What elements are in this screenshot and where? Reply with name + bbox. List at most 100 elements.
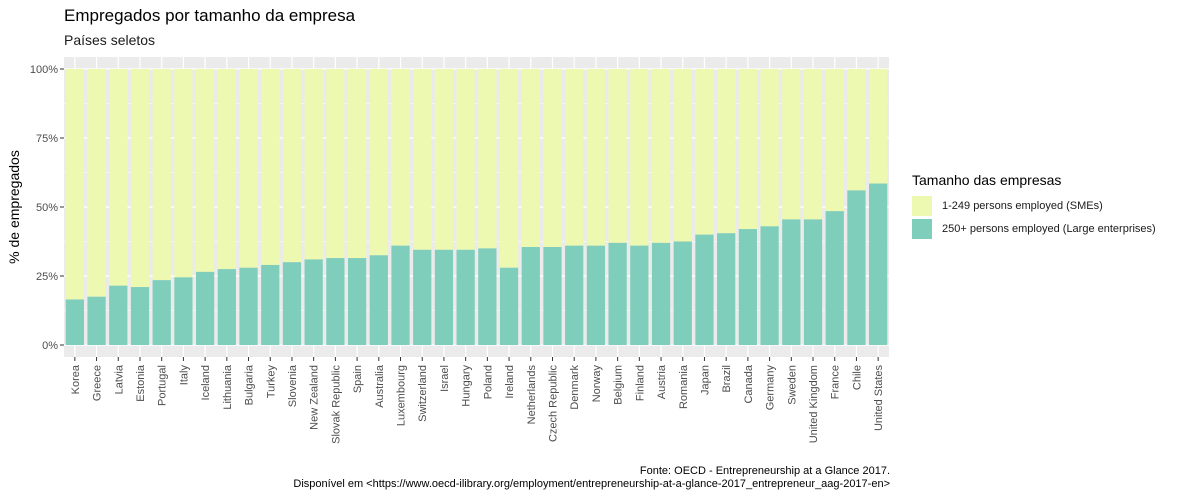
x-tick-label: Bulgaria: [244, 364, 256, 405]
y-tick-label: 75%: [36, 133, 58, 145]
bar-large: [217, 269, 236, 345]
bar-sme: [109, 69, 128, 286]
bar-large: [673, 241, 692, 345]
bar-large: [282, 262, 302, 345]
bar-large: [586, 245, 606, 345]
x-tick-label: Brazil: [721, 365, 733, 393]
chart-title: Empregados por tamanho da empresa: [64, 6, 356, 25]
bar-large: [261, 264, 280, 345]
x-tick-label: Germany: [765, 365, 777, 411]
bar-large: [608, 242, 627, 345]
bar-large: [239, 267, 258, 345]
x-tick-label: Israel: [439, 365, 451, 392]
bar-sme: [130, 69, 150, 288]
caption-line-2: Disponível em <https://www.oecd-ilibrary…: [293, 478, 890, 490]
bar-sme: [217, 69, 236, 270]
bar-large: [347, 258, 367, 345]
x-tick-label: Denmark: [569, 365, 581, 410]
bar-large: [413, 249, 432, 345]
x-tick-label: Italy: [178, 365, 190, 386]
x-tick-label: Romania: [678, 364, 690, 409]
bar-sme: [456, 69, 475, 250]
bar-sme: [782, 69, 801, 220]
bar-large: [304, 259, 323, 345]
x-tick-label: United States: [873, 365, 885, 432]
bar-sme: [586, 69, 606, 246]
x-tick-label: New Zealand: [309, 365, 321, 430]
bar-large: [738, 229, 757, 345]
bar-large: [847, 190, 866, 345]
bars: [65, 69, 888, 345]
x-tick-label: Poland: [482, 365, 494, 399]
x-tick-label: Spain: [352, 365, 364, 393]
x-tick-label: Czech Republic: [547, 365, 559, 443]
x-tick-label: United Kingdom: [808, 365, 820, 443]
bar-sme: [152, 69, 171, 281]
legend-item-smes: 1-249 persons employed (SMEs): [912, 194, 1156, 217]
bar-sme: [717, 69, 736, 234]
bar-sme: [326, 69, 345, 259]
x-tick-label: Luxembourg: [396, 365, 408, 426]
x-tick-label: Greece: [92, 365, 104, 401]
x-tick-label: Chile: [851, 365, 863, 390]
bar-sme: [434, 69, 454, 250]
x-tick-label: Ireland: [504, 365, 516, 399]
bar-sme: [391, 69, 410, 246]
x-tick-label: Estonia: [135, 364, 147, 402]
bar-large: [130, 287, 150, 345]
x-tick-label: Turkey: [265, 365, 277, 399]
bar-sme: [282, 69, 302, 263]
legend-swatch-large: [912, 218, 932, 239]
x-tick-label: Australia: [374, 364, 386, 408]
bar-large: [803, 219, 823, 345]
bar-sme: [695, 69, 714, 235]
x-tick-label: Iceland: [200, 365, 212, 400]
x-tick-label: France: [830, 365, 842, 399]
bar-large: [630, 245, 649, 345]
bar-sme: [760, 69, 779, 227]
source-caption: Fonte: OECD - Entrepreneurship at a Glan…: [293, 465, 890, 491]
bar-sme: [478, 69, 497, 249]
chart-subtitle: Países seletos: [64, 32, 156, 48]
bar-sme: [369, 69, 388, 256]
x-tick-label: Sweden: [786, 365, 798, 405]
x-tick-label: Austria: [656, 364, 668, 399]
bar-sme: [196, 69, 215, 272]
bar-sme: [261, 69, 280, 265]
bar-large: [326, 258, 345, 345]
bar-sme: [738, 69, 757, 230]
bar-large: [87, 296, 106, 345]
bar-large: [651, 242, 671, 345]
bar-large: [369, 255, 388, 345]
bar-large: [109, 285, 128, 345]
legend-label-large: 250+ persons employed (Large enterprises…: [942, 222, 1156, 235]
bar-large: [695, 234, 714, 345]
bar-large: [478, 248, 497, 345]
bar-sme: [521, 69, 540, 248]
bar-large: [565, 245, 584, 345]
bar-large: [760, 226, 779, 345]
x-tick-label: Slovenia: [287, 364, 299, 407]
bar-sme: [413, 69, 432, 250]
x-tick-label: Portugal: [157, 365, 169, 406]
caption-line-1: Fonte: OECD - Entrepreneurship at a Glan…: [639, 465, 890, 477]
bar-sme: [825, 69, 844, 212]
bar-sme: [869, 69, 888, 184]
bar-sme: [304, 69, 323, 260]
bar-large: [869, 183, 888, 345]
bar-sme: [347, 69, 367, 259]
y-tick-label: 0%: [42, 340, 58, 352]
x-tick-label: Latvia: [113, 364, 125, 394]
x-tick-label: Finland: [634, 365, 646, 401]
x-tick-label: Hungary: [461, 365, 473, 407]
bar-sme: [673, 69, 692, 242]
bar-sme: [847, 69, 866, 191]
x-tick-label: Norway: [591, 365, 603, 403]
bar-sme: [174, 69, 193, 278]
bar-large: [521, 247, 540, 345]
bar-large: [717, 233, 736, 345]
bar-sme: [803, 69, 823, 220]
bar-large: [152, 280, 171, 345]
